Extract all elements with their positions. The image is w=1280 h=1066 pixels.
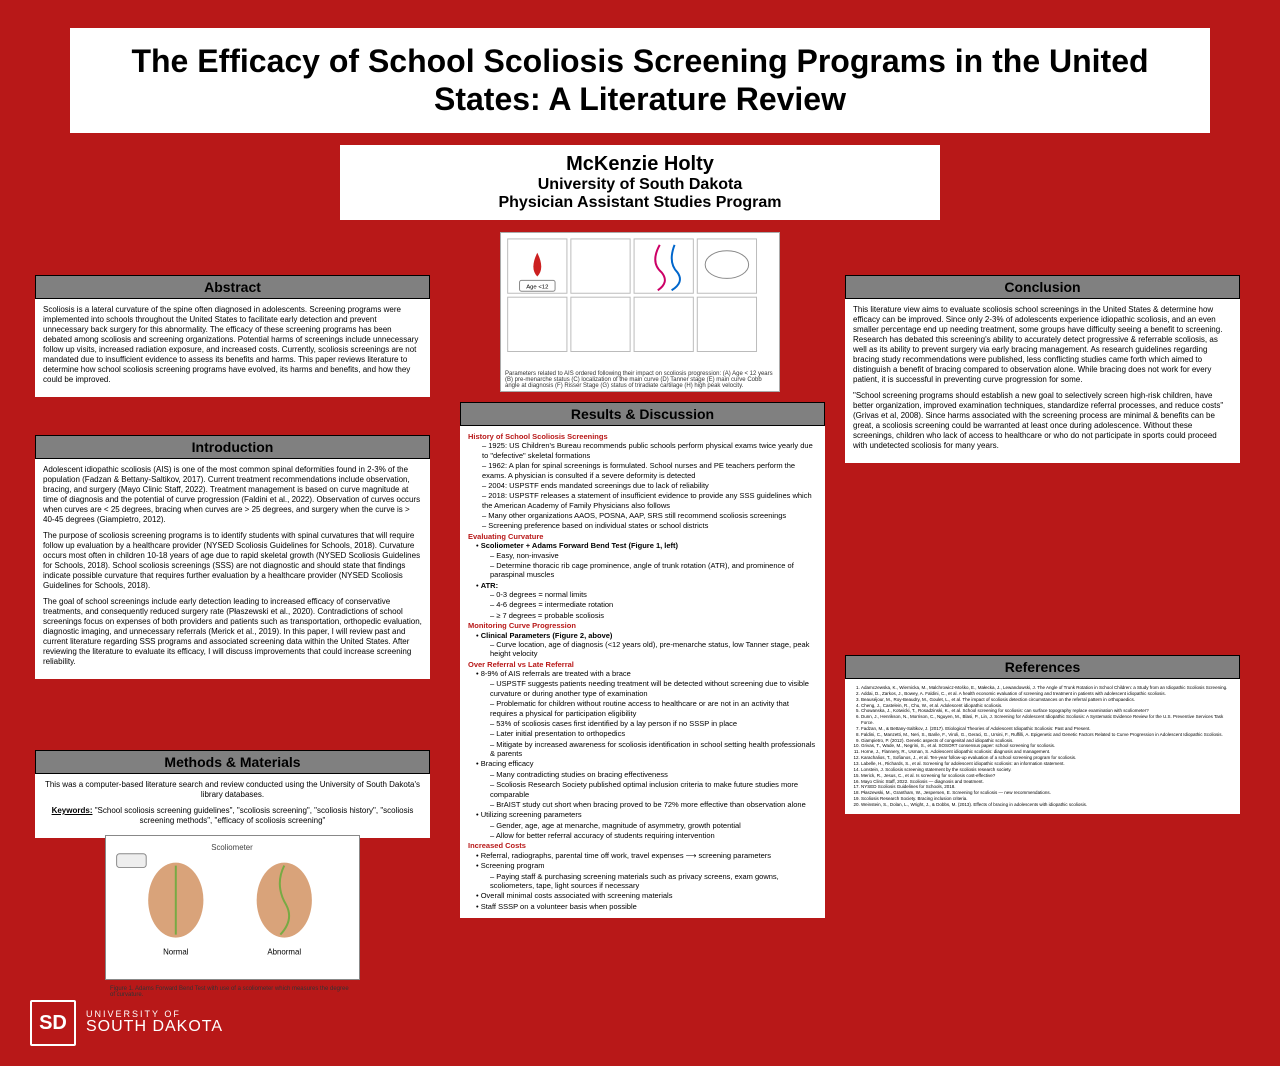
abstract-header: Abstract [35, 275, 430, 299]
figure-1-caption: Figure 1. Adams Forward Bend Test with u… [106, 984, 359, 1000]
references-panel: References Adamczewska, K., Wiernicka, M… [845, 655, 1240, 814]
monitor-sub: Curve location, age of diagnosis (<12 ye… [490, 640, 817, 659]
atr-label: ATR: [481, 581, 498, 590]
list-item: Easy, non-invasive [490, 551, 817, 560]
intro-p1: Adolescent idiopathic scoliosis (AIS) is… [43, 465, 422, 525]
list-item: BrAIST study cut short when bracing prov… [490, 800, 817, 809]
conclusion-p1: This literature view aims to evaluate sc… [853, 305, 1232, 385]
figure-2-parameters: Age <12 Parameters related to AIS ordere… [500, 232, 780, 392]
costs-staff: Staff SSSP on a volunteer basis when pos… [476, 902, 817, 911]
author-program: Physician Assistant Studies Program [350, 194, 930, 212]
list-item: 0-3 degrees = normal limits [490, 590, 817, 599]
reference-item: Faldini, C., Manzetti, M., Neri, S., Bar… [861, 732, 1234, 738]
results-header: Results & Discussion [460, 402, 825, 426]
list-item: 1962: A plan for spinal screenings is fo… [482, 461, 817, 480]
introduction-panel: Introduction Adolescent idiopathic scoli… [35, 435, 430, 679]
list-item: 4-6 degrees = intermediate rotation [490, 600, 817, 609]
h-costs: Increased Costs [468, 841, 817, 850]
list-item: Screening preference based on individual… [482, 521, 817, 530]
university-logo: SD UNIVERSITY OF SOUTH DAKOTA [30, 1000, 223, 1046]
methods-header: Methods & Materials [35, 750, 430, 774]
keywords: "School scoliosis screening guidelines",… [95, 806, 414, 825]
list-item: Many other organizations AAOS, POSNA, AA… [482, 511, 817, 520]
author-institution: University of South Dakota [350, 176, 930, 194]
ref-sub-list: USPSTF suggests patients needing treatme… [468, 679, 817, 758]
abstract-text: Scoliosis is a lateral curvature of the … [43, 305, 422, 385]
list-item: 1925: US Children's Bureau recommends pu… [482, 441, 817, 460]
list-item: Later initial presentation to orthopedic… [490, 729, 817, 738]
methods-text: This was a computer-based literature sea… [43, 780, 422, 800]
atr-list: 0-3 degrees = normal limits4-6 degrees =… [476, 590, 817, 620]
h-history: History of School Scoliosis Screenings [468, 432, 817, 441]
label-normal: Normal [163, 947, 189, 956]
figure-1-scoliometer: Scoliometer Normal Abnormal Figure 1. Ad… [105, 835, 360, 980]
costs-prog: Screening program [476, 861, 817, 870]
conclusion-header: Conclusion [845, 275, 1240, 299]
poster-title-box: The Efficacy of School Scoliosis Screeni… [70, 28, 1210, 133]
list-item: USPSTF suggests patients needing treatme… [490, 679, 817, 698]
list-item: Many contradicting studies on bracing ef… [490, 770, 817, 779]
eval-sub-list: Easy, non-invasiveDetermine thoracic rib… [476, 551, 817, 580]
intro-p2: The purpose of scoliosis screening progr… [43, 531, 422, 591]
label-abnormal: Abnormal [267, 947, 301, 956]
list-item: Mitigate by increased awareness for scol… [490, 740, 817, 759]
introduction-header: Introduction [35, 435, 430, 459]
h-referral: Over Referral vs Late Referral [468, 660, 817, 669]
h-monitor: Monitoring Curve Progression [468, 621, 817, 630]
reference-item: Weinstein, S., Dolan, L., Wright, J., & … [861, 802, 1234, 808]
keywords-label: Keywords: [52, 806, 93, 815]
age-label: Age <12 [526, 284, 548, 290]
list-item: Scoliosis Research Society published opt… [490, 780, 817, 799]
results-panel: Results & Discussion History of School S… [460, 402, 825, 918]
references-list: Adamczewska, K., Wiernicka, M., Malchrow… [851, 685, 1234, 808]
costs-line: Referral, radiographs, parental time off… [476, 851, 817, 860]
util-sub-list: Gender, age, age at menarche, magnitude … [468, 821, 817, 841]
scoliometer-title: Scoliometer [211, 843, 253, 852]
history-list: 1925: US Children's Bureau recommends pu… [468, 441, 817, 530]
conclusion-panel: Conclusion This literature view aims to … [845, 275, 1240, 463]
util-label: Utilizing screening parameters [476, 810, 817, 819]
costs-overall: Overall minimal costs associated with sc… [476, 891, 817, 900]
eval-tool: Scoliometer + Adams Forward Bend Test (F… [481, 541, 678, 550]
intro-p3: The goal of school screenings include ea… [43, 597, 422, 667]
references-header: References [845, 655, 1240, 679]
list-item: ≥ 7 degrees = probable scoliosis [490, 611, 817, 620]
list-item: 53% of scoliosis cases first identified … [490, 719, 817, 728]
list-item: Gender, age, age at menarche, magnitude … [490, 821, 817, 830]
costs-prog-sub: Paying staff & purchasing screening mate… [490, 872, 817, 891]
methods-panel: Methods & Materials This was a computer-… [35, 750, 430, 838]
logo-badge: SD [30, 1000, 76, 1046]
logo-line2: SOUTH DAKOTA [86, 1019, 223, 1036]
monitor: Clinical Parameters (Figure 2, above) [481, 631, 613, 640]
list-item: 2018: USPSTF releases a statement of ins… [482, 491, 817, 510]
list-item: Problematic for children without routine… [490, 699, 817, 718]
poster-title: The Efficacy of School Scoliosis Screeni… [90, 42, 1190, 119]
brace-label: Bracing efficacy [476, 759, 817, 768]
conclusion-p2: "School screening programs should establ… [853, 391, 1232, 451]
list-item: Determine thoracic rib cage prominence, … [490, 561, 817, 580]
abstract-panel: Abstract Scoliosis is a lateral curvatur… [35, 275, 430, 397]
figure-2-caption: Parameters related to AIS ordered follow… [501, 369, 779, 391]
h-eval: Evaluating Curvature [468, 532, 817, 541]
ref-line: 8-9% of AIS referrals are treated with a… [476, 669, 817, 678]
list-item: 2004: USPSTF ends mandated screenings du… [482, 481, 817, 490]
brace-sub-list: Many contradicting studies on bracing ef… [468, 770, 817, 810]
list-item: Allow for better referral accuracy of st… [490, 831, 817, 840]
reference-item: Adamczewska, K., Wiernicka, M., Malchrow… [861, 685, 1234, 691]
author-box: McKenzie Holty University of South Dakot… [340, 145, 940, 220]
reference-item: Dunn, J., Henrikson, N., Morrison, C., N… [861, 714, 1234, 726]
author-name: McKenzie Holty [350, 153, 930, 176]
